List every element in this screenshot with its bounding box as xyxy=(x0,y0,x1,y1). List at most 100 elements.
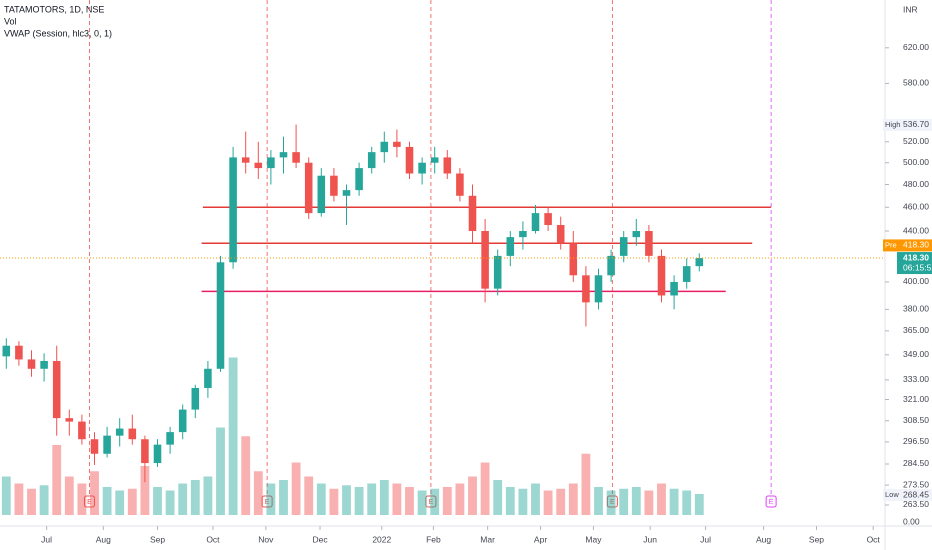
volume-bar xyxy=(619,488,629,515)
volume-bar xyxy=(480,462,490,515)
volume-bar xyxy=(190,480,200,515)
volume-bar xyxy=(279,480,288,515)
candle-body xyxy=(582,275,590,303)
candle-body xyxy=(103,435,111,454)
marker-name: Low xyxy=(885,490,899,499)
volume-bar xyxy=(140,466,150,515)
candle-body xyxy=(304,162,313,214)
volume-bar xyxy=(342,485,351,515)
volume-bar xyxy=(531,483,540,515)
y-tick-label: 333.00 xyxy=(903,374,929,384)
volume-bar xyxy=(64,476,74,515)
volume-bar xyxy=(203,476,213,515)
marker-value-box xyxy=(903,118,932,131)
marker-name-box xyxy=(883,239,903,252)
candle-body xyxy=(141,439,149,464)
volume-bar xyxy=(1,476,11,515)
volume-bar xyxy=(39,485,49,515)
candle-body xyxy=(468,195,477,232)
y-tick-label: 580.00 xyxy=(903,78,929,88)
chart-title: TATAMOTORS, 1D, NSE xyxy=(4,4,104,14)
event-label: E xyxy=(265,499,270,506)
candle-body xyxy=(279,152,288,158)
last-price-box xyxy=(897,252,932,275)
candle-body xyxy=(367,152,376,169)
candle-body xyxy=(241,157,250,163)
x-tick-label: Aug xyxy=(756,534,771,544)
x-tick-label: Jul xyxy=(700,534,711,544)
candle-body xyxy=(115,428,124,436)
marker-value-box xyxy=(903,239,932,252)
marker-value: 536.70 xyxy=(903,119,929,129)
volume-bar xyxy=(165,490,175,515)
volume-bar xyxy=(694,494,704,515)
volume-bar xyxy=(14,483,24,515)
y-tick-label: 460.00 xyxy=(903,202,929,212)
y-tick-label: 321.00 xyxy=(903,394,929,404)
candle-body xyxy=(78,421,86,440)
volume-bar xyxy=(127,488,137,515)
candle-body xyxy=(657,255,666,296)
y-tick-label: 440.00 xyxy=(903,225,929,235)
candle-body xyxy=(544,213,552,225)
candle-body xyxy=(204,368,212,388)
candle-body xyxy=(342,190,351,196)
volume-bar xyxy=(631,487,641,515)
volume-bar xyxy=(153,487,162,515)
volume-bar xyxy=(102,487,112,515)
candle-body xyxy=(619,237,628,256)
volume-bar xyxy=(354,487,364,515)
candle-body xyxy=(481,231,489,289)
volume-bar xyxy=(379,480,389,515)
volume-bar xyxy=(178,483,188,515)
y-tick-label: 520.00 xyxy=(903,136,929,146)
event-marker xyxy=(606,495,618,508)
x-tick-label: Sep xyxy=(809,534,824,544)
candle-body xyxy=(682,266,691,282)
y-tick-label: 296.50 xyxy=(903,436,929,446)
y-tick-label: 308.50 xyxy=(903,415,929,425)
candle-body xyxy=(292,152,300,163)
candle-body xyxy=(317,175,326,214)
candle-body xyxy=(90,439,99,454)
candle-body xyxy=(430,157,439,163)
volume-bar xyxy=(606,490,616,515)
candle-body xyxy=(670,281,678,296)
event-label: E xyxy=(610,499,615,506)
volume-tick-label: 0.00 xyxy=(903,516,920,526)
marker-value-box xyxy=(903,489,932,502)
y-tick-label: 620.00 xyxy=(903,42,929,52)
x-tick-label: Aug xyxy=(96,534,111,544)
volume-bar xyxy=(392,483,402,515)
marker-name-box xyxy=(883,118,903,131)
y-tick-label: 273.50 xyxy=(903,479,929,489)
candle-body xyxy=(569,243,578,276)
volume-bar xyxy=(253,471,263,515)
event-label: E xyxy=(429,499,434,506)
candle-body xyxy=(594,275,603,303)
last-price-label: 418.30 xyxy=(903,252,929,262)
candle-body xyxy=(191,387,200,410)
volume-bar xyxy=(115,490,125,515)
candle-body xyxy=(15,345,23,360)
marker-name: High xyxy=(885,120,900,129)
candle-body xyxy=(178,409,187,433)
x-tick-label: Sep xyxy=(150,534,165,544)
volume-bar xyxy=(216,427,225,515)
x-tick-label: Feb xyxy=(426,534,441,544)
candle-body xyxy=(216,262,225,369)
volume-bar xyxy=(493,480,503,515)
candle-body xyxy=(493,255,502,289)
y-tick-label: 500.00 xyxy=(903,157,929,167)
indicator-legend: VWAP (Session, hlc3, 0, 1) xyxy=(4,28,112,38)
candle-body xyxy=(506,237,515,256)
candle-body xyxy=(40,360,48,369)
volume-bar xyxy=(77,483,87,515)
volume-legend: Vol xyxy=(4,16,17,26)
candle-body xyxy=(355,168,363,191)
volume-bar xyxy=(367,483,377,515)
candle-body xyxy=(519,231,527,238)
x-tick-label: Oct xyxy=(206,534,220,544)
event-marker xyxy=(425,495,437,508)
